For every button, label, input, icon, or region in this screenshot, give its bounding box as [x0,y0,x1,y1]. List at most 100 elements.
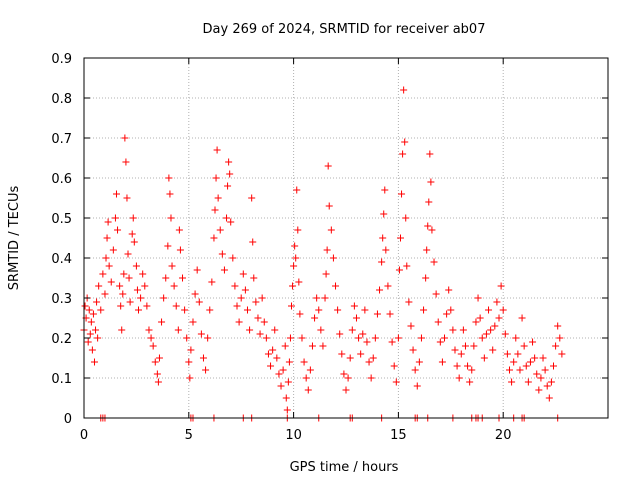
data-point [336,330,344,338]
data-point [206,306,214,314]
data-point [449,326,457,334]
data-point [361,306,369,314]
data-point [457,350,465,358]
data-point [162,274,170,282]
data-point [352,314,360,322]
data-point [398,190,406,198]
data-point [357,350,365,358]
data-point [275,370,283,378]
y-tick-label: 0.9 [51,52,72,67]
y-tick-label: 0.6 [51,172,72,187]
data-point [179,274,187,282]
data-point [401,138,409,146]
data-point [189,318,197,326]
data-point [186,374,194,382]
data-point [260,318,268,326]
data-point [264,350,272,358]
data-point [441,334,449,342]
data-point [478,334,486,342]
data-point [187,346,195,354]
data-point [254,314,262,322]
data-point [491,322,499,330]
data-point [145,326,153,334]
data-point [120,270,128,278]
data-point [474,294,482,302]
data-point [556,334,564,342]
data-point [476,314,484,322]
data-point [185,358,193,366]
data-point [121,134,129,142]
data-point [495,314,503,322]
y-tick-label: 0.4 [51,252,72,267]
data-point [304,386,312,394]
y-tick-label: 0.3 [51,292,72,307]
data-point [225,158,233,166]
data-point [434,318,442,326]
data-point [283,406,291,414]
data-point [250,274,258,282]
y-axis-label: SRMTID / TECUs [7,186,22,291]
data-point [118,326,126,334]
data-point [541,366,549,374]
data-point [411,366,419,374]
data-point [552,342,560,350]
data-point [539,354,547,362]
data-point [420,306,428,314]
data-point [170,282,178,290]
data-point [384,282,392,290]
data-point [239,270,247,278]
data-point [350,302,358,310]
data-point [464,362,472,370]
data-point [243,306,251,314]
data-point [480,354,488,362]
data-point [545,394,553,402]
y-tick-label: 0.5 [51,212,72,227]
data-point [438,358,446,366]
data-point [522,362,530,370]
data-point [223,214,231,222]
data-point [394,334,402,342]
data-point [231,282,239,290]
data-point [334,306,342,314]
data-point [376,286,384,294]
data-point [415,358,423,366]
data-point [155,354,163,362]
data-point [461,342,469,350]
data-point [141,282,149,290]
data-point [125,274,133,282]
data-point [139,270,147,278]
data-point [369,354,377,362]
data-point [211,206,219,214]
data-point [445,286,453,294]
data-point [367,374,375,382]
data-point [105,262,113,270]
data-point [246,326,254,334]
data-point [487,326,495,334]
data-point [423,246,431,254]
data-point [321,294,329,302]
data-point [84,338,92,346]
data-point [428,226,436,234]
data-point [432,290,440,298]
data-point [430,258,438,266]
y-tick-label: 0.1 [51,372,72,387]
data-point [88,346,96,354]
data-point [149,342,157,350]
plot-border [83,57,609,419]
data-point [400,86,408,94]
data-point [85,306,93,314]
data-point [451,346,459,354]
data-point [158,318,166,326]
data-point [114,226,122,234]
data-point [269,346,277,354]
data-point [355,334,363,342]
data-point [175,226,183,234]
data-point [378,258,386,266]
data-point [296,310,304,318]
data-point [405,298,413,306]
data-point [535,386,543,394]
data-point [267,362,275,370]
data-point [249,238,257,246]
data-point [489,346,497,354]
data-point [86,330,94,338]
